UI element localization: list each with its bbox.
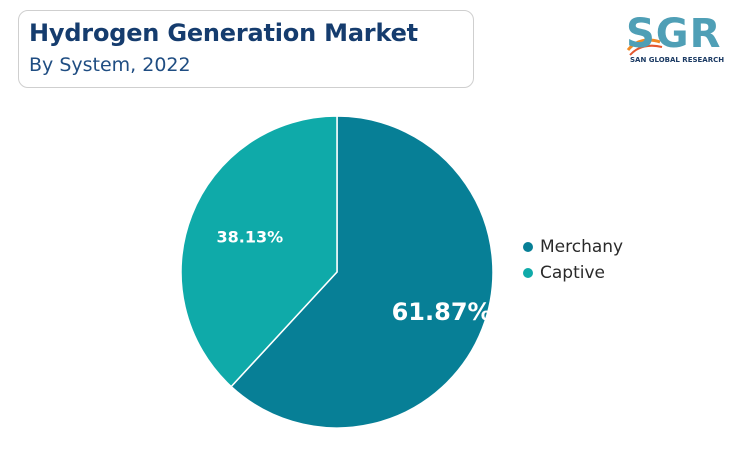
logo-tagline: SAN GLOBAL RESEARCH: [630, 56, 725, 64]
sgr-logo: SGR SAN GLOBAL RESEARCH: [626, 11, 725, 68]
legend-item-captive: Captive: [523, 260, 623, 286]
legend-marker: [523, 242, 533, 252]
legend-label: Captive: [540, 263, 605, 283]
slice-label-captive: 38.13%: [217, 227, 284, 246]
logo-swoosh-icon: [626, 38, 663, 56]
legend-item-merchany: Merchany: [523, 234, 623, 260]
legend-label: Merchany: [540, 237, 624, 257]
slice-label-merchany: 61.87%: [392, 298, 492, 326]
pie-slice-captive: [180, 115, 338, 388]
logo-letters: SGR: [626, 11, 722, 57]
legend-marker: [523, 268, 533, 278]
chart-title: Hydrogen Generation Market: [29, 19, 418, 47]
pie-slice-merchany: [230, 115, 494, 429]
chart-subtitle: By System, 2022: [29, 54, 191, 76]
title-box: Hydrogen Generation Market By System, 20…: [18, 10, 474, 88]
legend: Merchany Captive: [523, 234, 623, 286]
